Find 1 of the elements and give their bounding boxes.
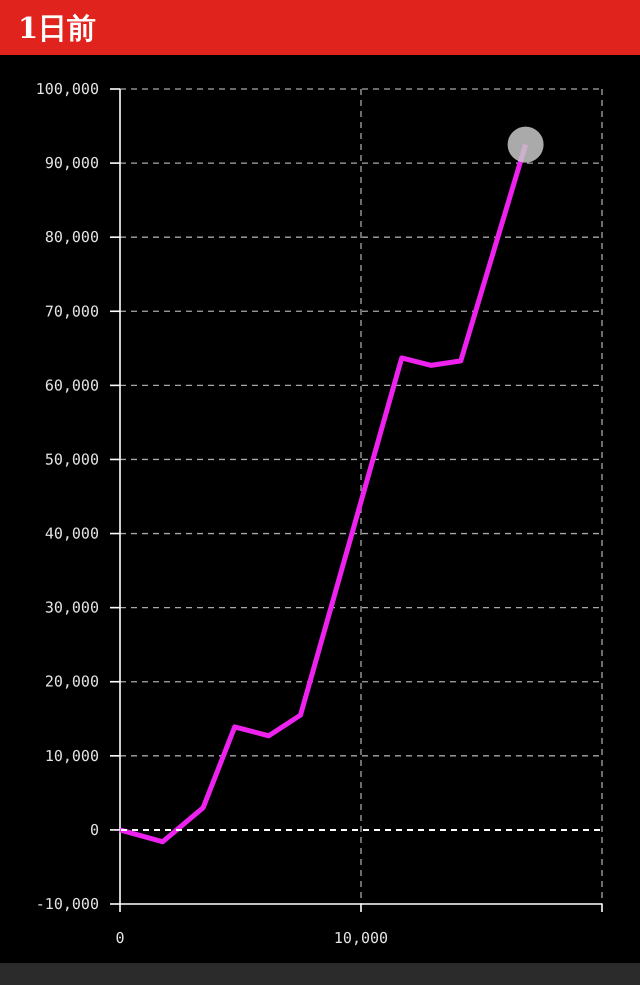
title: 1日前 <box>18 11 96 45</box>
